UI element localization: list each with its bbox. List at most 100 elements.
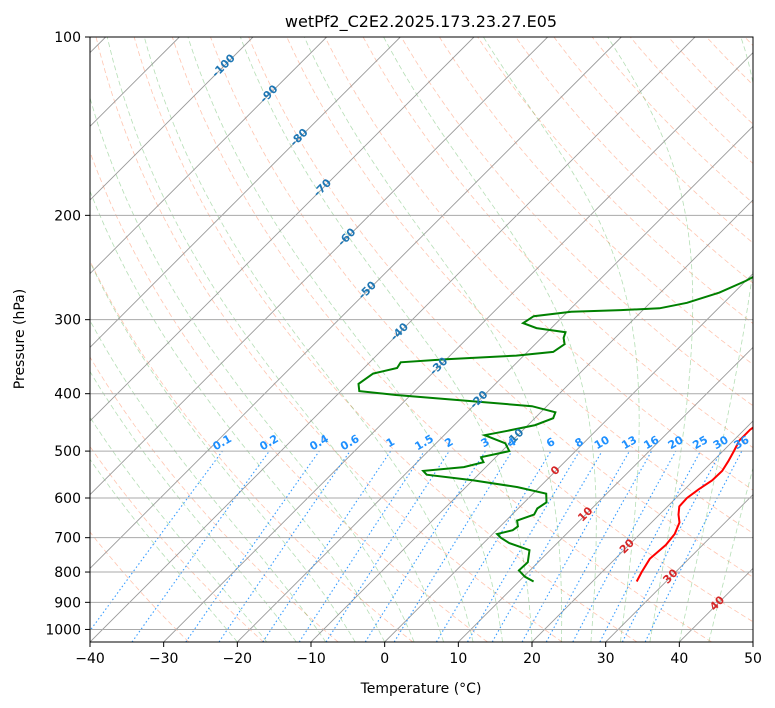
- moist-adiabat-line: [708, 466, 753, 642]
- mixing-ratio-label: 13: [619, 433, 639, 452]
- mixing-ratio-line: [572, 450, 677, 642]
- dry-adiabat-label: -20: [467, 388, 490, 411]
- y-tick-label: 100: [54, 30, 81, 46]
- axis-ticks: −40 −30 −20 −10 0 10 20 30 40 5010020030040050060…: [45, 30, 762, 667]
- dry-adiabat-line: [553, 37, 753, 244]
- dry-adiabat-line: [706, 37, 753, 86]
- y-tick-label: 800: [54, 565, 81, 581]
- moist-adiabat-label: 30: [660, 566, 680, 586]
- dry-adiabat-label: -40: [388, 320, 411, 343]
- y-tick-label: 300: [54, 313, 81, 329]
- isotherm-line: [90, 37, 696, 642]
- x-tick-label: −20: [223, 651, 253, 667]
- y-tick-label: 200: [54, 208, 81, 224]
- mixing-ratio-label: 30: [711, 433, 731, 452]
- mixing-ratio-line: [325, 450, 450, 642]
- x-tick-label: 20: [523, 651, 541, 667]
- x-tick-label: 40: [670, 651, 688, 667]
- moist-adiabat-line: [90, 458, 238, 642]
- isotherm-line: [384, 273, 753, 642]
- dry-adiabat-label: -70: [311, 176, 334, 199]
- x-tick-label: 50: [744, 651, 762, 667]
- dry-adiabat-label: -50: [356, 278, 379, 301]
- moist-adiabat-line: [678, 37, 753, 642]
- moist-adiabat-line: [483, 37, 640, 642]
- dry-adiabat-line: [744, 37, 753, 47]
- y-tick-label: 600: [54, 491, 81, 507]
- dewpoint-line: [357, 275, 753, 583]
- dry-adiabat-line: [248, 37, 753, 578]
- isotherm-line: [163, 52, 753, 642]
- mixing-ratio-label: 10: [592, 433, 612, 452]
- isotherm-line: [90, 37, 254, 201]
- moist-adiabat-line: [90, 190, 386, 642]
- dry-adiabat-line: [400, 37, 753, 407]
- dry-adiabat-line: [439, 37, 753, 365]
- mixing-ratio-line: [298, 450, 425, 642]
- dry-adiabat-line: [90, 150, 488, 642]
- mixing-ratio-line: [467, 450, 580, 642]
- x-tick-label: 10: [449, 651, 467, 667]
- moist-adiabat-label: 10: [575, 504, 595, 524]
- isotherm-line: [752, 641, 753, 642]
- isotherm-line: [90, 37, 548, 496]
- y-tick-label: 700: [54, 531, 81, 547]
- plot-frame: [89, 36, 754, 643]
- moist-adiabat-label: 0: [548, 463, 563, 478]
- x-tick-label: −40: [75, 651, 105, 667]
- moist-adiabat-line: [90, 416, 268, 642]
- mixing-ratio-label: 16: [641, 433, 661, 452]
- dry-adiabat-line: [90, 356, 339, 642]
- mixing-ratio-line: [90, 450, 223, 632]
- moist-adiabat-line: [240, 37, 533, 642]
- isotherm-line: [90, 37, 401, 348]
- dry-adiabat-line: [95, 37, 563, 642]
- y-tick-label: 500: [54, 444, 81, 460]
- chart-title: wetPf2_C2E2.2025.173.23.27.E05: [285, 12, 557, 32]
- plot-content: -100-90-80-70-60-50-40-30-20-10010203040…: [90, 37, 753, 642]
- mixing-ratio-label: 6: [544, 435, 557, 450]
- isotherm-line: [458, 346, 753, 642]
- isotherm-line: [531, 420, 753, 642]
- dry-adiabat-line: [133, 37, 638, 642]
- mixing-ratio-line: [521, 450, 630, 642]
- dry-adiabat-line: [210, 37, 753, 623]
- mixing-ratio-label: 25: [690, 433, 710, 452]
- plot-area: -100-90-80-70-60-50-40-30-20-10010203040…: [89, 36, 754, 643]
- mixing-ratio-line: [545, 450, 653, 642]
- mixing-ratio-line: [644, 450, 743, 642]
- moist-adiabat-line: [383, 37, 597, 642]
- dry-adiabat-label: -100: [209, 51, 238, 80]
- x-tick-label: 0: [380, 651, 389, 667]
- isotherm-line: [90, 37, 622, 569]
- mixing-ratio-line: [262, 450, 392, 642]
- dry-adiabat-label: -30: [427, 354, 450, 377]
- dry-adiabat-line: [90, 531, 190, 642]
- mixing-ratio-line: [599, 450, 701, 642]
- mixing-ratio-label: 1.5: [413, 432, 436, 453]
- moist-adiabat-line: [106, 37, 444, 642]
- dry-adiabat-line: [591, 37, 753, 204]
- mixing-ratio-line: [185, 450, 320, 642]
- isotherm-line: [237, 125, 753, 642]
- dry-adiabat-line: [668, 37, 753, 125]
- y-tick-label: 400: [54, 387, 81, 403]
- mixing-ratio-label: 0.1: [210, 432, 233, 453]
- dry-adiabat-line: [477, 37, 753, 325]
- mixing-ratio-label: 0.6: [338, 432, 362, 453]
- dry-adiabat-label: -90: [257, 82, 280, 105]
- isotherm-line: [90, 37, 327, 275]
- temperature-line: [635, 426, 753, 582]
- y-axis-label: Pressure (hPa): [12, 289, 28, 389]
- mixing-ratio-line: [131, 450, 270, 642]
- y-tick-label: 1000: [45, 622, 81, 638]
- mixing-ratio-line: [218, 450, 351, 642]
- mixing-ratio-label: 1: [384, 435, 397, 450]
- mixing-ratio-label: 2: [442, 435, 455, 450]
- isotherm-line: [90, 37, 475, 422]
- isotherm-line: [310, 199, 753, 642]
- moist-adiabat-line: [90, 319, 327, 642]
- isotherm-line: [605, 494, 753, 642]
- dry-adiabat-line: [362, 37, 753, 449]
- dry-adiabat-label: -60: [335, 225, 358, 248]
